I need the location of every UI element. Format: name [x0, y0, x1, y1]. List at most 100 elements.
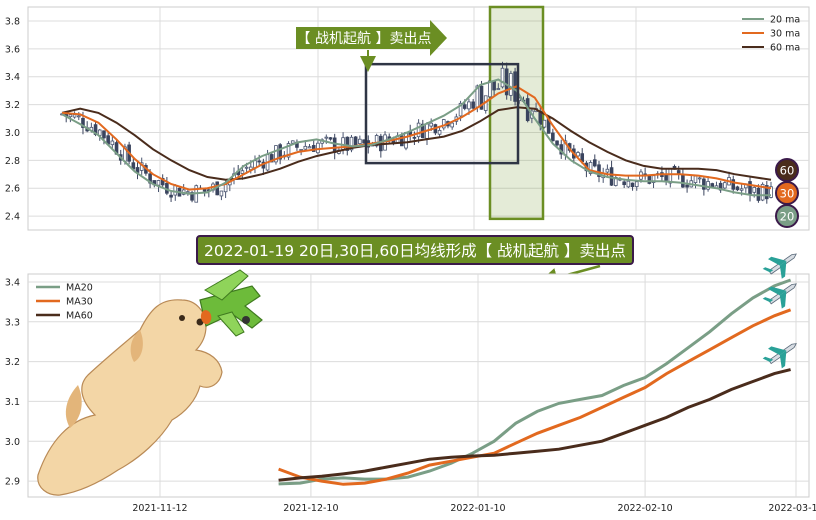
callout-text: 【 战机起航 】卖出点 — [297, 31, 432, 47]
bottom-x-tick-label: 2021-12-10 — [283, 503, 338, 514]
signal-banner: 2022-01-19 20日,30日,60日均线形成【 战机起航 】卖出点 — [196, 235, 634, 288]
top-y-tick-label: 3.4 — [5, 72, 20, 83]
bottom-line-MA20 — [278, 278, 792, 486]
candle-body — [450, 122, 454, 128]
ma-marker-20 — [775, 204, 799, 228]
candle-body — [412, 136, 417, 139]
ma-end-markers: 60 30 20 — [775, 158, 799, 228]
bottom-x-tick-label: 2022-01-10 — [450, 503, 505, 514]
consolidation-box — [364, 62, 520, 165]
airplane-wing-top — [768, 346, 787, 356]
candle-body — [102, 130, 106, 139]
ma-marker-label-30: 30 — [780, 187, 795, 201]
candle-body — [441, 119, 446, 129]
candle-body — [752, 187, 757, 193]
callout-arrow-label: 【 战机起航 】卖出点 — [296, 20, 447, 72]
candle-body — [190, 192, 194, 201]
candle-body — [664, 174, 668, 181]
moving-average-lines — [61, 78, 772, 197]
bottom-y-tick-labels: 2.9 3.0 3.1 3.2 3.3 3.4 — [5, 277, 20, 487]
candle-body — [274, 145, 278, 163]
candle-body — [173, 185, 178, 196]
candle-body — [676, 170, 681, 174]
top-legend-label: 20 ma — [770, 15, 800, 26]
candle-body — [219, 190, 224, 197]
candle-body — [303, 145, 308, 150]
candle-body — [223, 184, 228, 193]
candle-body — [702, 178, 706, 190]
candle-body — [739, 188, 744, 191]
candle-body — [290, 140, 295, 144]
candle-body — [735, 186, 740, 191]
airplane-wing-bottom — [779, 290, 787, 309]
candle-body — [462, 104, 467, 109]
candle-body — [576, 152, 580, 157]
candle-body — [769, 186, 773, 198]
candle-body — [72, 114, 77, 118]
bottom-y-tick-label: 3.2 — [5, 357, 20, 368]
top-y-tick-labels: 2.4 2.6 2.8 3.0 3.2 3.4 3.6 3.8 — [5, 16, 20, 222]
bottom-x-tick-labels: 2021-11-12 2021-12-10 2022-01-10 2022-02-10… — [132, 503, 816, 514]
bottom-x-tick-label: 2021-11-12 — [132, 503, 187, 514]
top-legend-label: 60 ma — [770, 43, 800, 54]
airplane-icon — [762, 283, 797, 309]
bottom-y-tick-label: 3.1 — [5, 397, 20, 408]
airplane-wing-bottom — [779, 350, 787, 369]
airplane-icons — [762, 253, 797, 369]
candle-body — [634, 181, 639, 187]
candle-body — [429, 122, 433, 127]
airplane-wing-top — [768, 286, 787, 296]
candle-body — [479, 85, 484, 110]
bottom-x-tick-label: 2022-03-10 — [768, 503, 816, 514]
ma-marker-label-60: 60 — [780, 164, 795, 178]
candle-body — [307, 146, 312, 149]
top-y-tick-label: 2.4 — [5, 212, 20, 223]
candle-body — [374, 135, 379, 147]
top-y-tick-label: 3.6 — [5, 44, 20, 55]
candle-body — [697, 177, 702, 180]
airplane-icon — [762, 253, 797, 279]
candle-body — [748, 181, 752, 196]
candle-body — [278, 144, 282, 160]
airplane-tail — [762, 267, 774, 273]
candle-body — [81, 117, 85, 128]
sell-point-highlight-band — [488, 5, 545, 221]
candle-body — [467, 101, 471, 110]
top-legend-label: 30 ma — [770, 29, 800, 40]
top-line-60-ma — [61, 106, 772, 181]
top-line-20-ma — [61, 78, 771, 197]
candle-body — [437, 129, 442, 135]
bottom-y-tick-label: 2.9 — [5, 477, 20, 488]
consolidation-rectangle — [364, 62, 520, 165]
sell-highlight-rect — [488, 5, 545, 221]
candle-body — [609, 167, 614, 186]
candle-body — [555, 140, 559, 146]
candle-body — [706, 181, 710, 190]
top-legend: 20 ma 30 ma 60 ma — [742, 15, 800, 54]
candle-body — [622, 181, 626, 186]
candle-body — [588, 162, 593, 174]
candle-body — [685, 184, 689, 188]
candle-body — [299, 149, 303, 151]
candle-body — [76, 115, 81, 118]
airplane-tail — [762, 356, 774, 362]
candle-body — [332, 137, 337, 154]
candle-body — [760, 183, 765, 201]
candle-body — [647, 175, 652, 184]
bottom-line-MA30 — [278, 308, 792, 486]
top-y-tick-label: 3.8 — [5, 16, 20, 27]
ma-marker-label-20: 20 — [780, 210, 795, 224]
airplane-wing-bottom — [779, 260, 787, 279]
candle-body — [693, 175, 698, 184]
candle-body — [597, 164, 601, 177]
candle-body — [592, 159, 597, 167]
bottom-legend-label: MA60 — [66, 311, 93, 322]
bottom-y-tick-label: 3.4 — [5, 277, 20, 288]
candle-body — [504, 68, 509, 96]
bottom-line-MA60 — [278, 368, 791, 482]
candle-body — [731, 179, 736, 190]
candle-body — [400, 135, 404, 147]
bottom-y-tick-label: 3.3 — [5, 317, 20, 328]
candle-body — [542, 119, 547, 128]
